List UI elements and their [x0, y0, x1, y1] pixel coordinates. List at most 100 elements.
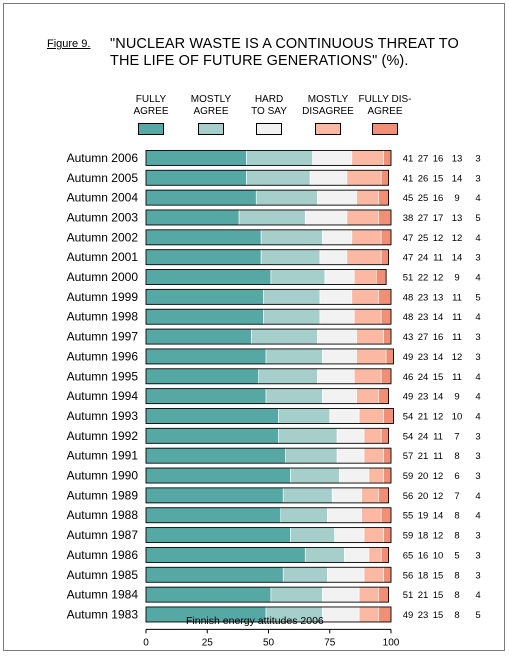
data-label-hard-to-say: 15: [433, 570, 444, 581]
bar-segment-hard-to-say: [336, 428, 365, 444]
bar-segment-fully-agree: [145, 547, 306, 563]
data-label-mostly-disagree: 5: [454, 550, 459, 561]
bar-segment-hard-to-say: [322, 348, 357, 365]
bar-segment-mostly-disagree: [351, 229, 382, 246]
bar-segment-fully-agree: [145, 408, 279, 424]
data-label-mostly-agree: 18: [418, 570, 429, 581]
bar-outline: [145, 527, 392, 544]
data-label-hard-to-say: 16: [433, 332, 444, 343]
bar-outline: [145, 169, 390, 186]
bar-segment-mostly-agree: [246, 169, 311, 186]
bar-segment-hard-to-say: [326, 566, 365, 583]
data-label-hard-to-say: 10: [433, 550, 444, 561]
bar-outline: [145, 507, 392, 524]
bar-segment-fully-disagree: [380, 308, 392, 325]
bar-segment-mostly-agree: [270, 269, 326, 285]
data-label-hard-to-say: 16: [433, 153, 444, 164]
bar-segment-fully-agree: [145, 249, 262, 265]
data-label-fully-agree: 51: [403, 273, 414, 284]
bar-outline: [145, 328, 392, 345]
category-label: Autumn 1992: [67, 429, 139, 443]
data-label-hard-to-say: 15: [433, 372, 444, 383]
bar-segment-mostly-disagree: [363, 527, 384, 543]
bar-segment-hard-to-say: [312, 150, 353, 166]
bar-segment-hard-to-say: [319, 308, 355, 325]
bar-segment-hard-to-say: [322, 586, 360, 603]
bar-segment-fully-agree: [145, 269, 272, 285]
category-label: Autumn 2004: [67, 191, 139, 205]
bar-outline: [145, 209, 392, 226]
data-label-mostly-agree: 24: [418, 431, 429, 442]
data-label-hard-to-say: 14: [433, 392, 444, 403]
bar-segment-mostly-disagree: [361, 487, 380, 504]
data-label-fully-agree: 56: [403, 491, 414, 502]
data-label-fully-disagree: 3: [475, 531, 480, 542]
bar-segment-fully-agree: [145, 447, 286, 464]
bar-segment-mostly-agree: [277, 408, 331, 424]
data-label-mostly-agree: 21: [418, 451, 429, 462]
data-label-fully-disagree: 3: [475, 471, 480, 482]
data-label-fully-agree: 46: [403, 372, 414, 383]
bar-segment-hard-to-say: [326, 507, 362, 524]
data-label-hard-to-say: 17: [433, 213, 444, 224]
category-label: Autumn 1987: [67, 528, 139, 542]
bar-segment-mostly-agree: [263, 308, 321, 325]
data-label-hard-to-say: 14: [433, 312, 444, 323]
bar-segment-mostly-disagree: [363, 447, 384, 464]
bar-segment-mostly-disagree: [358, 586, 380, 603]
data-label-hard-to-say: 15: [433, 610, 444, 621]
bar-segment-mostly-disagree: [356, 189, 380, 206]
bar-segment-fully-disagree: [378, 388, 389, 404]
bar-segment-fully-disagree: [380, 229, 392, 246]
data-label-fully-disagree: 3: [475, 431, 480, 442]
data-label-fully-disagree: 4: [475, 511, 480, 522]
figure-label: Figure 9.: [47, 38, 91, 50]
data-label-mostly-agree: 27: [418, 153, 429, 164]
data-label-fully-disagree: 3: [475, 451, 480, 462]
bar-segment-mostly-agree: [251, 328, 318, 345]
bar-segment-hard-to-say: [319, 249, 348, 265]
bar-segment-fully-disagree: [383, 467, 392, 484]
data-label-mostly-disagree: 8: [454, 590, 459, 601]
bar-outline: [145, 308, 392, 325]
bar-segment-hard-to-say: [331, 487, 362, 504]
data-label-mostly-disagree: 11: [452, 292, 462, 303]
data-label-hard-to-say: 11: [433, 451, 443, 462]
data-label-mostly-agree: 21: [418, 411, 429, 422]
bar-segment-hard-to-say: [344, 547, 370, 563]
data-label-mostly-disagree: 10: [452, 411, 463, 422]
data-label-fully-agree: 56: [403, 570, 414, 581]
bar-segment-mostly-disagree: [346, 249, 382, 265]
data-label-mostly-disagree: 8: [454, 531, 459, 542]
data-label-mostly-agree: 18: [418, 531, 429, 542]
bar-segment-mostly-agree: [265, 348, 323, 365]
data-label-mostly-disagree: 11: [452, 332, 462, 343]
bar-segment-fully-agree: [145, 209, 240, 226]
data-label-fully-disagree: 4: [475, 491, 480, 502]
category-label: Autumn 1996: [67, 349, 139, 363]
bar-segment-fully-disagree: [378, 189, 389, 206]
bar-outline: [145, 388, 390, 405]
bar-segment-fully-agree: [145, 527, 291, 543]
bar-segment-fully-disagree: [380, 169, 389, 186]
bar-segment-mostly-disagree: [356, 388, 380, 404]
data-label-fully-disagree: 4: [475, 273, 480, 284]
bar-segment-fully-disagree: [378, 586, 389, 603]
category-label: Autumn 1998: [67, 310, 139, 324]
bar-segment-fully-agree: [145, 566, 284, 583]
category-label: Autumn 2002: [67, 230, 139, 244]
legend-swatch-hard-to-say: [256, 123, 282, 135]
bar-segment-hard-to-say: [334, 527, 365, 543]
bar-segment-fully-disagree: [380, 249, 389, 265]
bar-segment-mostly-agree: [255, 189, 318, 206]
data-label-mostly-agree: 23: [418, 392, 429, 403]
bar-segment-hard-to-say: [324, 269, 355, 285]
data-label-mostly-agree: 26: [418, 173, 429, 184]
bar-segment-fully-disagree: [385, 348, 394, 365]
bar-outline: [145, 348, 394, 365]
data-label-fully-disagree: 3: [475, 550, 480, 561]
bar-segment-fully-agree: [145, 428, 279, 444]
bar-segment-fully-agree: [145, 189, 257, 206]
category-label: Autumn 2006: [67, 151, 139, 165]
